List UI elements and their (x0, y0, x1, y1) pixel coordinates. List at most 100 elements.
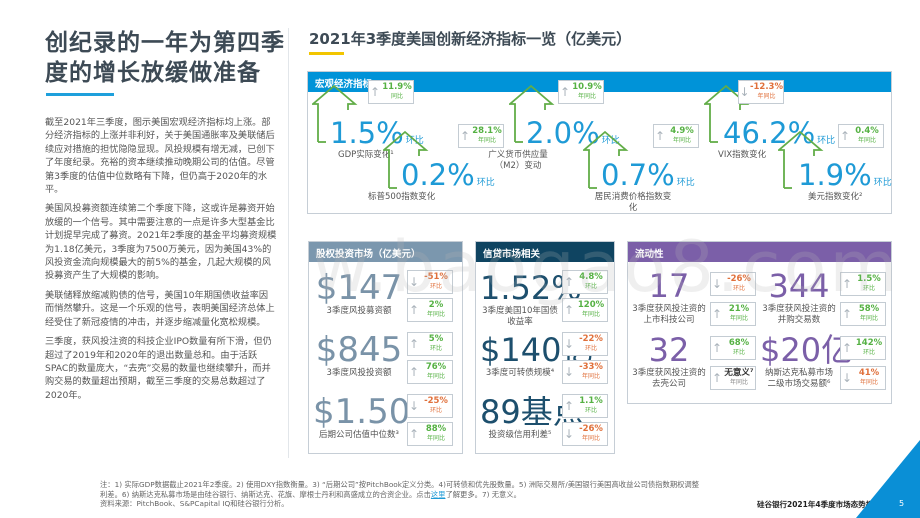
change-badge: ↑ 88% 年同比 (407, 422, 453, 446)
change-percent: 无意义⁷ (724, 368, 754, 378)
change-period: 环比 (584, 407, 597, 414)
stat-item: 17 3季度获风投注资的 上市科技公司 (630, 268, 708, 326)
indicator-number: 2.0% (526, 116, 600, 150)
stat-item: $20亿 纳斯达克私募市场 二级市场交易额⁶ (760, 331, 854, 390)
stat-label: 3季度风投募资额 (326, 306, 392, 316)
change-badge: ↓ -26% 年同比 (562, 422, 608, 446)
stat-label: 3季度可转债规模⁴ (485, 368, 555, 378)
change-badge: ↑ 68% 环比 (710, 336, 756, 360)
credit-panel: 信贷市场相关 1.52% 3季度美国10年国债收益率 ↑ 4.8% 环比 ↑ 120% 年同比… (475, 241, 615, 454)
change-badge: ↓ -26% 环比 (710, 272, 756, 296)
stat-label-line1: 3季度获风投注资的 (762, 304, 836, 314)
arrow-up-icon: ↑ (839, 129, 851, 143)
change-value: 0.4% 年同比 (851, 127, 883, 145)
change-value: 5% 环比 (420, 335, 452, 353)
arrow-up-icon: ↑ (559, 85, 571, 99)
indicator-period: 环比 (601, 136, 620, 146)
change-badge: ↓ -25% 环比 (407, 394, 453, 418)
stat-label: 后期公司估值中位数³ (319, 430, 399, 440)
change-badge: ↓ -51% 环比 (407, 270, 453, 294)
change-value: 1.5% 环比 (853, 275, 885, 293)
indicator-label: 居民消费价格指数变化 (594, 192, 672, 213)
stat-value: $20亿 (760, 331, 854, 369)
change-value: 4.8% 环比 (575, 273, 607, 291)
arrow-up-icon: ↑ (408, 427, 420, 441)
arrow-up-icon: ↑ (369, 85, 381, 99)
arrow-down-icon: ↓ (841, 371, 853, 385)
stat-label-line2: 并购交易数 (777, 315, 821, 325)
arrow-up-icon: ↑ (711, 371, 723, 385)
change-period: 年同比 (581, 311, 600, 318)
learn-more-link[interactable]: 这里 (430, 489, 446, 499)
change-badge: ↑ 1.1% 环比 (562, 394, 608, 418)
change-percent: 120% (577, 300, 605, 310)
change-value: 无意义⁷ 年同比 (723, 369, 755, 387)
change-period: 年同比 (581, 373, 600, 380)
change-badge: ↑ 11.9% 同比 (368, 80, 414, 104)
liquidity-panel: 流动性 17 3季度获风投注资的 上市科技公司 ↓ -26% 环比 ↑ 21% 年同比 344 3季… (627, 241, 892, 404)
change-badge: ↑ 4.8% 环比 (562, 270, 608, 294)
stat-item: $147 3季度风投募资额 (313, 270, 405, 317)
indicator-label: GDP实际变化¹ (338, 150, 394, 160)
change-badge: ↑ 4.9% 年同比 (653, 124, 699, 148)
change-period: 环比 (584, 345, 597, 352)
change-badge: ↑ 1.5% 环比 (840, 272, 886, 296)
change-value: 21% 年同比 (723, 305, 755, 323)
change-value: -26% 年同比 (575, 425, 607, 443)
change-value: -26% 环比 (723, 275, 755, 293)
indicator-value: 1.9% 环比 (798, 160, 892, 198)
arrow-down-icon: ↓ (711, 277, 723, 291)
change-percent: 21% (728, 304, 750, 314)
change-period: 年同比 (672, 137, 691, 144)
stat-value: 1.52% (480, 269, 582, 307)
change-value: -33% 年同比 (575, 363, 607, 381)
column-divider (288, 28, 289, 458)
indicator-label: VIX指数变化 (718, 150, 767, 160)
indicator-label: 广义货币供应量（M2）变动 (488, 150, 548, 171)
stat-value: 344 (768, 267, 830, 305)
stat-label: 投资级信用利差⁵ (488, 430, 552, 440)
change-period: 环比 (862, 349, 875, 356)
change-badge: ↑ 21% 年同比 (710, 302, 756, 326)
page-number: 5 (899, 499, 905, 508)
stat-label-line1: 3季度获风投注资的 (632, 368, 706, 378)
change-percent: -26% (727, 274, 751, 284)
change-value: 120% 年同比 (575, 301, 607, 319)
arrow-down-icon: ↓ (563, 365, 575, 379)
change-value: -22% 环比 (575, 335, 607, 353)
change-period: 年同比 (426, 373, 445, 380)
change-percent: 10.9% (572, 82, 602, 92)
change-percent: -33% (579, 362, 603, 372)
change-period: 年同比 (757, 93, 776, 100)
change-badge: ↓ -12.3% 年同比 (738, 80, 784, 104)
stat-item: 89基点 投资级信用利差⁵ (480, 394, 585, 441)
change-period: 环比 (429, 407, 442, 414)
paragraph: 美联储释放缩减购债的信号，美国10年期国债收益率因而悄然攀升。这是一个乐观的信号… (45, 289, 275, 328)
change-percent: 11.9% (382, 82, 412, 92)
change-period: 年同比 (581, 435, 600, 442)
arrow-up-icon: ↑ (563, 303, 575, 317)
growth-arrow-icon (312, 84, 358, 143)
macro-panel: 宏观经济指标 1.5% 环比 GDP实际变化¹ ↑ 11.9% 同比 0.2% 环比 标普500… (307, 71, 892, 214)
stat-label-line2: 二级市场交易额⁶ (767, 379, 831, 389)
paragraph: 美国风投募资额连续第二个季度下降，这或许是募资开始放缓的一个信号。其中需要注意的… (45, 203, 277, 282)
change-percent: 0.4% (855, 126, 879, 136)
stat-label: 3季度美国10年国债收益率 (482, 306, 558, 327)
change-percent: -51% (424, 272, 448, 282)
change-percent: 2% (428, 300, 444, 310)
change-percent: -22% (579, 334, 603, 344)
change-period: 环比 (429, 345, 442, 352)
stat-item: $845 3季度风投投资额 (313, 332, 405, 379)
arrow-up-icon: ↑ (841, 307, 853, 321)
indicator-value: 0.2% 环比 (401, 160, 495, 198)
arrow-up-icon: ↑ (459, 129, 471, 143)
change-badge: ↑ 5% 环比 (407, 332, 453, 356)
stat-label-line2: 上市科技公司 (643, 315, 695, 325)
indicator-label: 标普500指数变化 (368, 192, 436, 202)
page-title: 创纪录的一年为第四季 度的增长放缓做准备 (45, 30, 285, 86)
change-value: 1.1% 环比 (575, 397, 607, 415)
indicator-label: 美元指数变化² (808, 192, 863, 202)
equity-panel: 股权投资市场（亿美元） $147 3季度风投募资额 ↓ -51% 环比 ↑ 2% 年同比 $84… (308, 241, 463, 454)
change-badge: ↑ 58% 年同比 (840, 302, 886, 326)
growth-arrow-icon (383, 130, 429, 189)
